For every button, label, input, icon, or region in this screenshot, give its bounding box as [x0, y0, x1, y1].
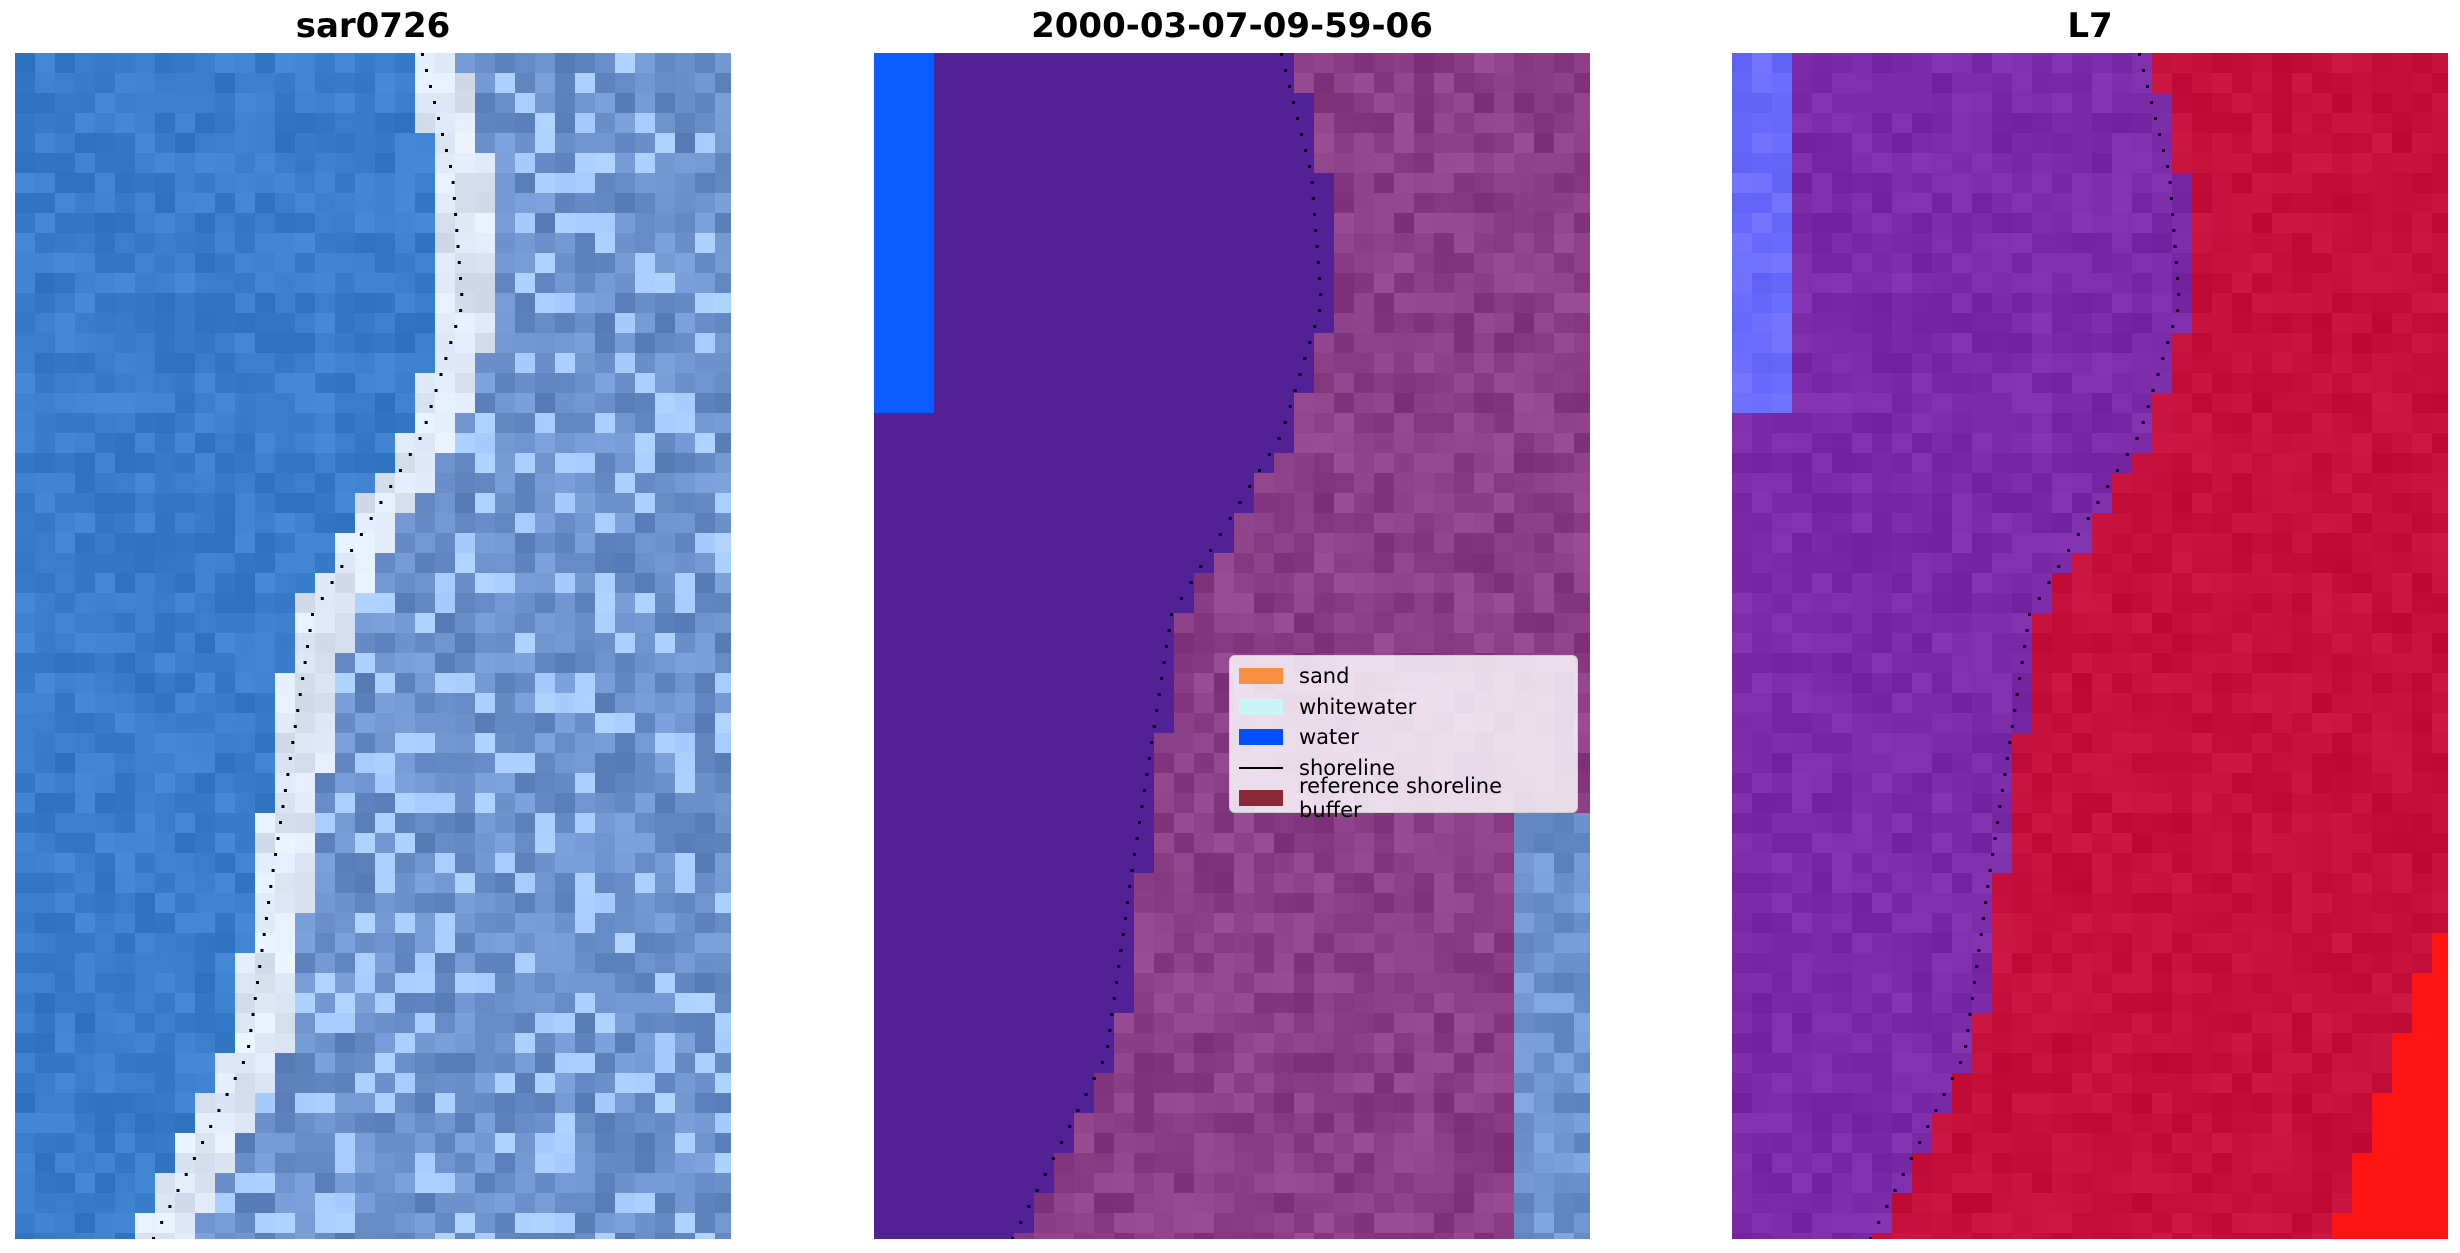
legend-item-whitewater: whitewater [1239, 692, 1568, 723]
satellite-rgb-image [15, 53, 731, 1239]
index-image [1732, 53, 2448, 1239]
legend-label: reference shoreline buffer [1299, 774, 1503, 823]
whitewater-swatch [1239, 698, 1283, 715]
classification-image [874, 53, 1590, 1239]
panel-title: L7 [2067, 6, 2113, 46]
legend-item-water: water [1239, 722, 1568, 753]
panel-title: sar0726 [295, 6, 451, 46]
panel-title: 2000-03-07-09-59-06 [1031, 6, 1433, 46]
panel-rgb: sar0726 [15, 0, 731, 1253]
panel-index: L7 [1732, 0, 2448, 1253]
panel-classification: 2000-03-07-09-59-06 [874, 0, 1590, 1253]
legend-label: sand [1299, 664, 1350, 689]
legend-item-reference-buffer: reference shoreline buffer [1239, 774, 1568, 822]
legend-label: shoreline [1299, 755, 1396, 780]
water-swatch [1239, 729, 1283, 746]
shoreline-line-swatch [1239, 766, 1283, 769]
sand-swatch [1239, 668, 1283, 685]
legend-label: whitewater [1299, 694, 1417, 719]
reference-buffer-swatch [1239, 790, 1283, 807]
legend-item-shoreline: shoreline [1239, 753, 1568, 784]
legend-item-sand: sand [1239, 661, 1568, 692]
legend-label: water [1299, 725, 1359, 750]
legend: sand whitewater water shoreline referenc… [1229, 655, 1578, 822]
